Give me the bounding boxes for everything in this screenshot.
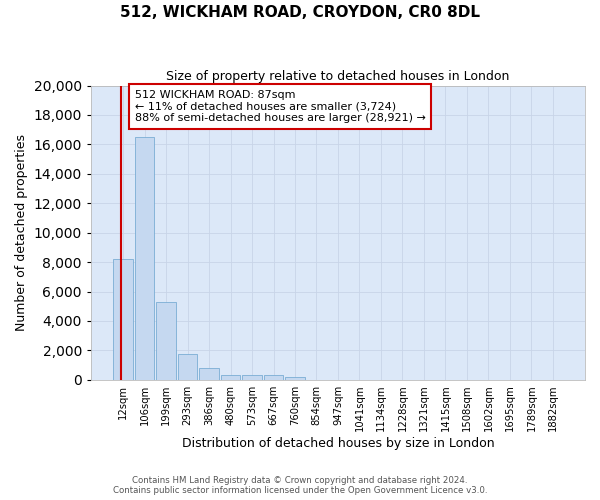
Text: 512, WICKHAM ROAD, CROYDON, CR0 8DL: 512, WICKHAM ROAD, CROYDON, CR0 8DL xyxy=(120,5,480,20)
Bar xyxy=(178,354,197,380)
Title: Size of property relative to detached houses in London: Size of property relative to detached ho… xyxy=(166,70,509,83)
Text: 512 WICKHAM ROAD: 87sqm
← 11% of detached houses are smaller (3,724)
88% of semi: 512 WICKHAM ROAD: 87sqm ← 11% of detache… xyxy=(135,90,426,123)
Bar xyxy=(286,378,305,380)
X-axis label: Distribution of detached houses by size in London: Distribution of detached houses by size … xyxy=(182,437,494,450)
Bar xyxy=(242,376,262,380)
Bar xyxy=(135,137,154,380)
Bar xyxy=(157,302,176,380)
Text: Contains HM Land Registry data © Crown copyright and database right 2024.
Contai: Contains HM Land Registry data © Crown c… xyxy=(113,476,487,495)
Bar xyxy=(264,376,283,380)
Bar xyxy=(221,374,240,380)
Bar xyxy=(199,368,219,380)
Y-axis label: Number of detached properties: Number of detached properties xyxy=(15,134,28,331)
Bar xyxy=(113,259,133,380)
